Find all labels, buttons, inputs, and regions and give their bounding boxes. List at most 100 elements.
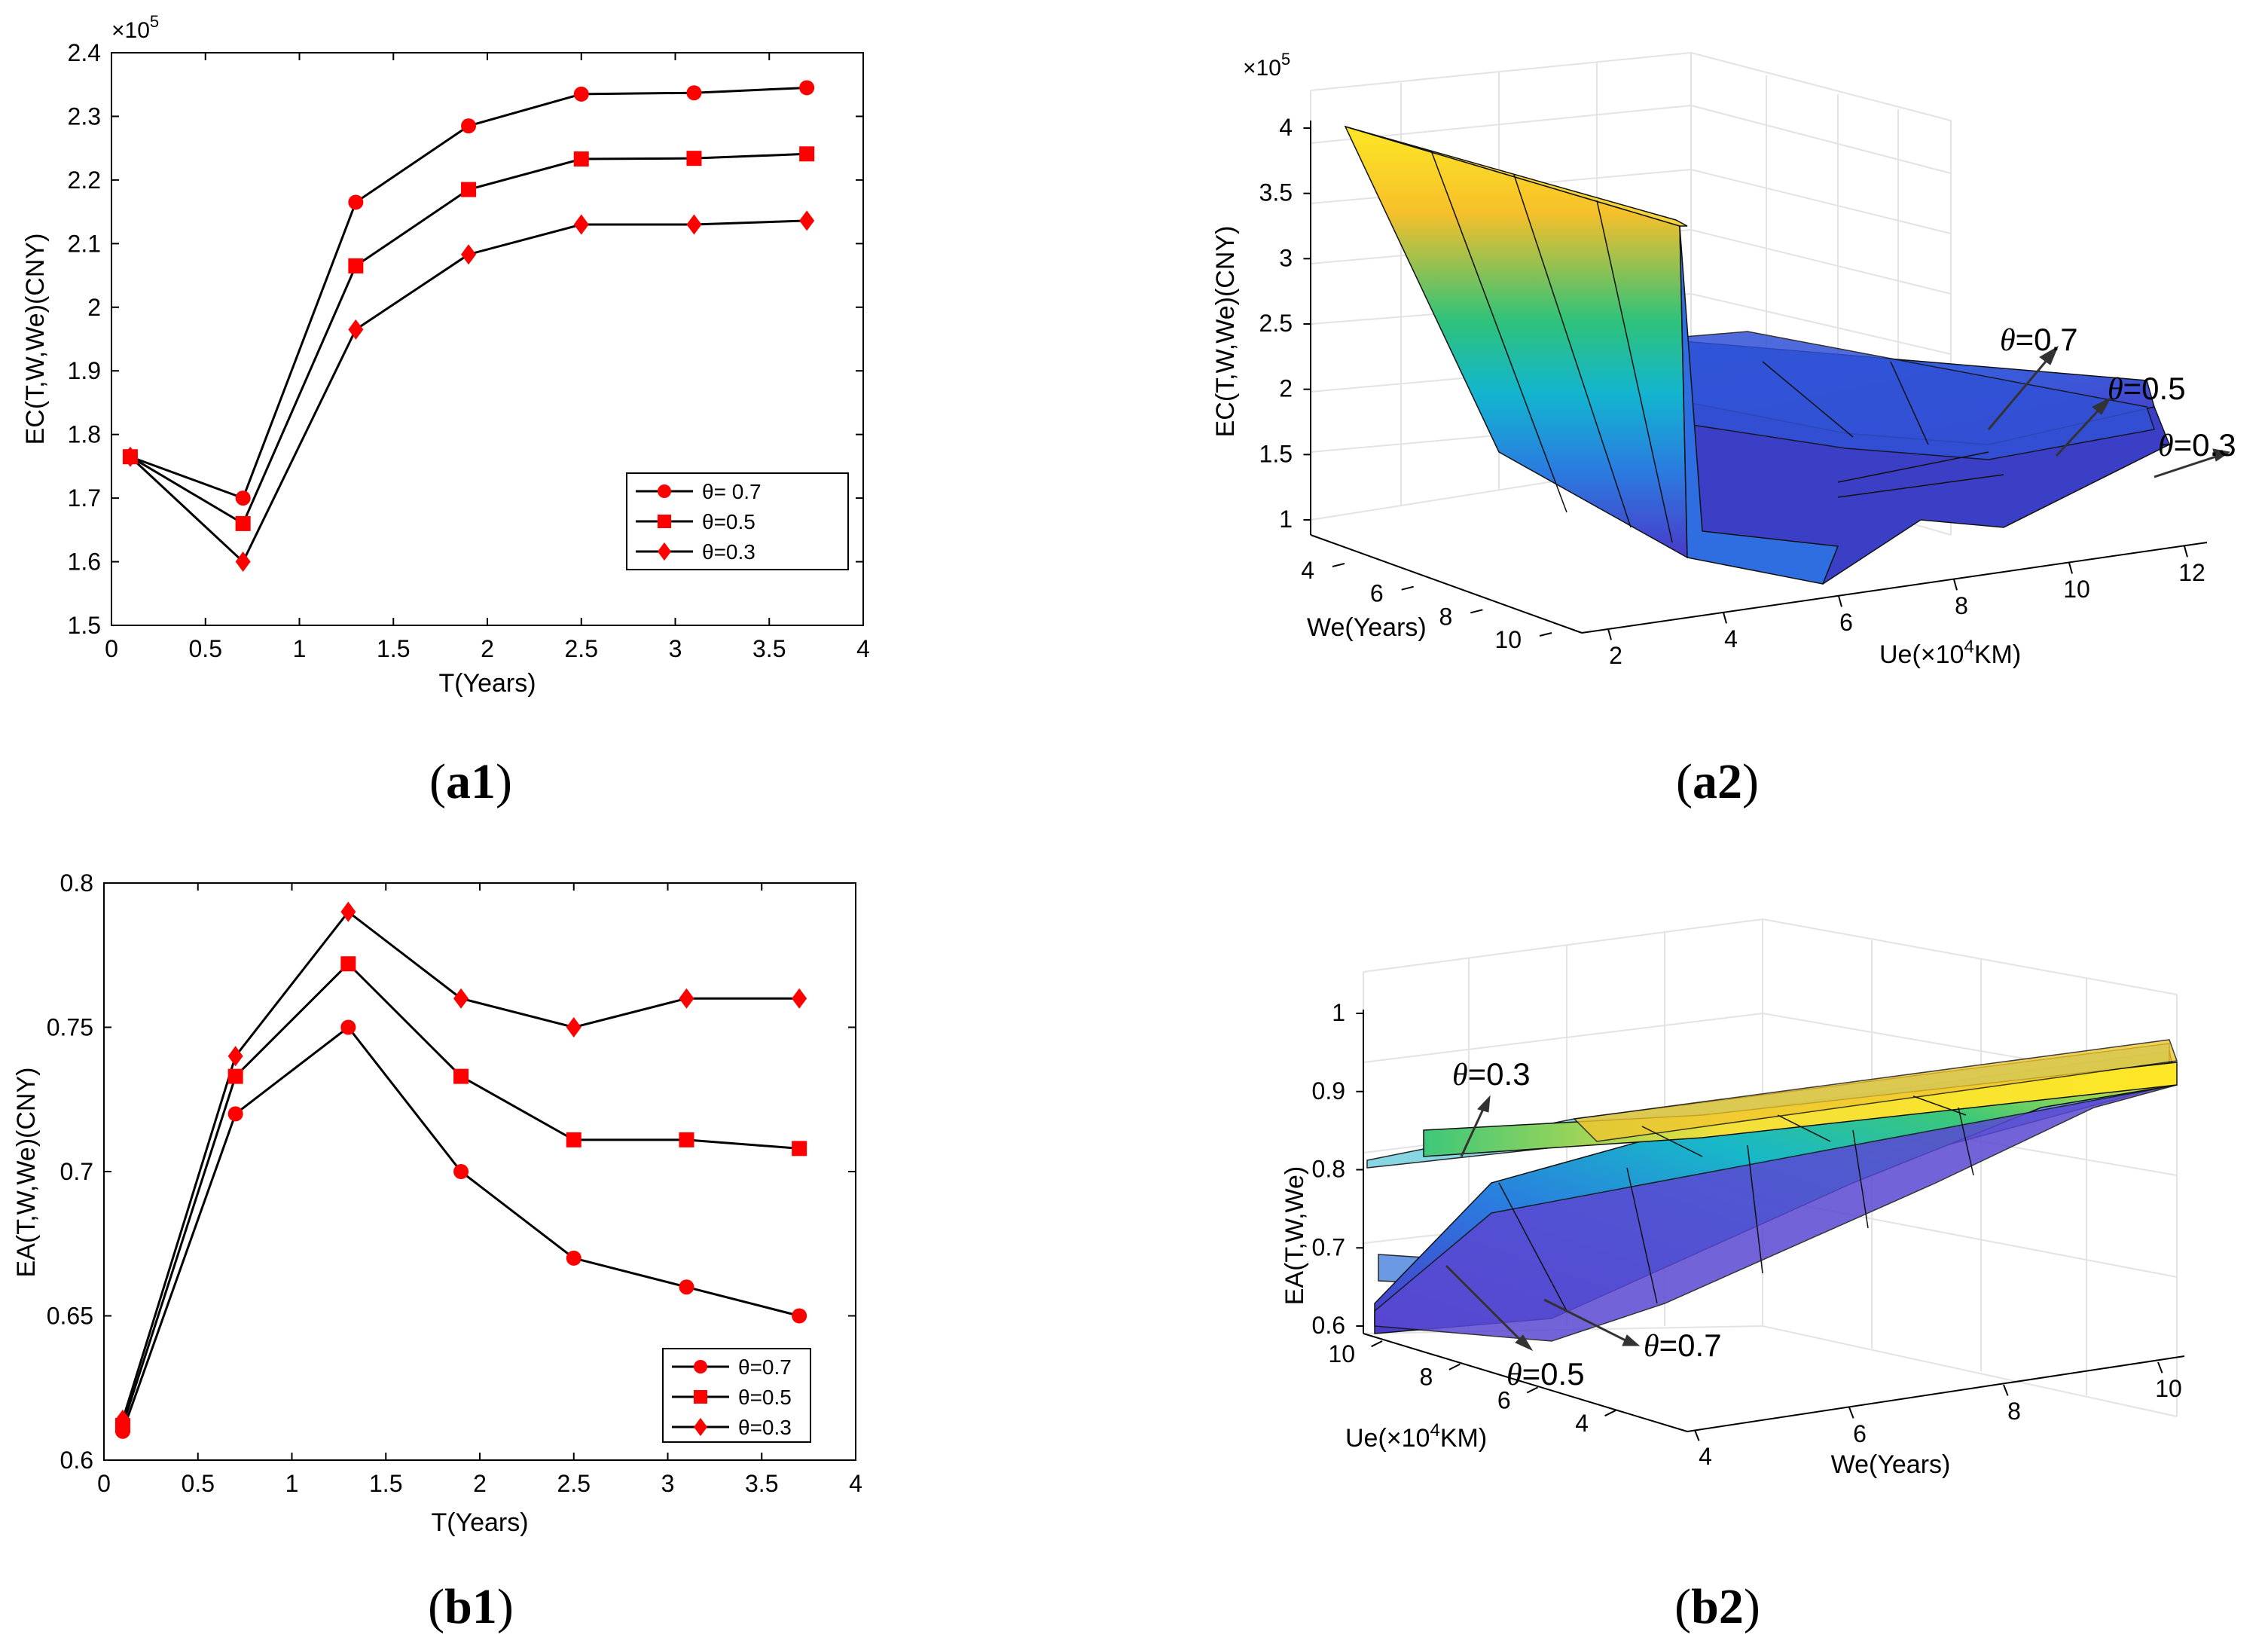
b1-point: [792, 1308, 807, 1324]
b1-xtick-label: 3.5: [745, 1470, 778, 1497]
a1-xtick-label: 0: [105, 635, 118, 662]
b2-utick-mark: [1526, 1386, 1539, 1394]
a1-point: [799, 80, 815, 96]
b2-ztick-label: 0.8: [1312, 1156, 1345, 1183]
b1-point: [453, 1164, 469, 1179]
a1-point: [799, 146, 815, 162]
b2-wtick-label: 6: [1853, 1420, 1867, 1447]
a2-utick-label: 2: [1609, 642, 1622, 669]
b1-point: [227, 1106, 243, 1122]
a1-ytick-label: 2.3: [68, 102, 101, 130]
a1-legend-marker: [658, 484, 671, 498]
b1-ylabel: EA(T,W,We)(CNY): [12, 1068, 41, 1278]
b1-ytick-label: 0.65: [47, 1303, 93, 1330]
b1-ytick-label: 0.6: [60, 1447, 93, 1474]
b2-ztick-label: 0.6: [1312, 1312, 1345, 1339]
b1-xtick-label: 1: [285, 1470, 299, 1497]
b2-ztick-label: 1: [1332, 999, 1345, 1026]
b2-utick-mark: [1448, 1363, 1461, 1370]
a2-wtick-mark: [1332, 563, 1345, 567]
svg-text:θ=0.5: θ=0.5: [2108, 371, 2186, 407]
a1-xtick-label: 0.5: [189, 635, 222, 662]
b2-utick-label: 10: [1328, 1340, 1355, 1367]
a1-ytick-label: 2.2: [68, 167, 101, 194]
a1-legend-label: θ=0.3: [702, 540, 755, 564]
a2-ylabel: Ue(×104KM): [1879, 637, 2021, 669]
a1-point: [686, 151, 702, 167]
b1-xlabel: T(Years): [431, 1508, 528, 1537]
b1-ytick-label: 0.8: [60, 869, 93, 897]
b1-legend-label: θ=0.3: [738, 1416, 792, 1439]
a1-point: [348, 258, 364, 273]
svg-text:θ=0.7: θ=0.7: [2000, 322, 2078, 358]
a1-point: [799, 210, 815, 231]
a1-legend-marker: [658, 515, 671, 528]
b1-point: [679, 1132, 694, 1147]
a1-legend-label: θ=0.5: [702, 510, 755, 533]
caption-b2: (b2): [1674, 1579, 1760, 1634]
b2-wtick-mark: [1694, 1429, 1700, 1441]
a2-zlabel: EC(T,W,We)(CNY): [1211, 226, 1240, 438]
a2-utick-label: 12: [2178, 559, 2205, 586]
a1-point: [122, 446, 138, 467]
b1-point: [340, 1019, 356, 1035]
b1-point: [679, 1279, 694, 1295]
a2-wtick-label: 4: [1301, 557, 1314, 584]
b1-legend-marker: [694, 1390, 707, 1404]
b1-xtick-label: 2: [473, 1470, 487, 1497]
a1-ytick-label: 1.9: [68, 357, 101, 384]
b2-utick-label: 8: [1420, 1364, 1433, 1391]
a1-point: [573, 214, 589, 235]
a1-ytick-label: 1.6: [68, 548, 101, 576]
b2-ztick-label: 0.7: [1312, 1233, 1345, 1260]
b2-wtick-label: 4: [1699, 1443, 1712, 1470]
a1-point: [573, 86, 589, 102]
b1-point: [340, 901, 356, 922]
a2-wtick-label: 10: [1494, 626, 1522, 653]
a2-utick-mark: [2068, 562, 2073, 574]
a1-point: [235, 552, 251, 573]
b2-ztick-label: 0.9: [1312, 1077, 1345, 1105]
a2-wtick-mark: [1470, 609, 1483, 614]
a1-xtick-label: 3.5: [752, 635, 786, 662]
a2-utick-label: 4: [1724, 625, 1738, 652]
b2-surface: [1366, 1039, 2178, 1342]
b2-wlabel: We(Years): [1831, 1450, 1951, 1479]
a1-multiplier: ×105: [111, 12, 159, 43]
a1-point: [461, 244, 477, 265]
a2-multiplier: ×105: [1243, 50, 1290, 81]
a1-ylabel: EC(T,W,We)(CNY): [21, 234, 50, 445]
b1-ytick-label: 0.7: [60, 1158, 93, 1185]
a1-point: [235, 515, 251, 531]
b1-xtick-label: 1.5: [369, 1470, 402, 1497]
a1-point: [235, 490, 251, 506]
a2-ztick-label: 2.5: [1259, 310, 1293, 337]
svg-text:θ=0.5: θ=0.5: [1506, 1356, 1585, 1392]
b1-point: [340, 956, 356, 972]
a2-utick-label: 10: [2063, 576, 2090, 603]
a1-point: [686, 85, 702, 101]
b1-point: [566, 1017, 581, 1037]
b2-wtick-label: 8: [2007, 1398, 2021, 1425]
b1-legend-label: θ=0.5: [738, 1386, 792, 1409]
a1-legend-label: θ= 0.7: [702, 480, 762, 503]
b2-utick-label: 6: [1497, 1386, 1511, 1413]
a1-ytick-label: 2: [87, 294, 101, 321]
chart-b1: 0 0.5 1 1.5 2 2.5 3 3.5 4 0.6 0.65 0.7 0.75 0.8 T(Ye…: [12, 869, 862, 1537]
a2-wtick-label: 6: [1370, 580, 1384, 607]
b1-point: [792, 1141, 807, 1157]
b1-legend-label: θ=0.7: [738, 1355, 792, 1379]
b2-utick-mark: [1604, 1410, 1616, 1417]
b1-legend-marker: [694, 1360, 707, 1373]
svg-text:θ=0.3: θ=0.3: [2158, 427, 2236, 463]
b1-legend: θ=0.7 θ=0.5 θ=0.3: [662, 1348, 811, 1443]
svg-text:θ=0.7: θ=0.7: [1644, 1328, 1722, 1364]
a1-ytick-label: 1.7: [68, 484, 101, 512]
b1-point: [227, 1046, 243, 1067]
a1-xtick-label: 1: [293, 635, 307, 662]
a2-wtick-label: 8: [1439, 603, 1453, 630]
b2-utick-mark: [1371, 1340, 1383, 1348]
b1-legend-marker: [694, 1417, 707, 1437]
b1-point: [566, 1132, 581, 1147]
a2-wtick-mark: [1539, 632, 1552, 637]
